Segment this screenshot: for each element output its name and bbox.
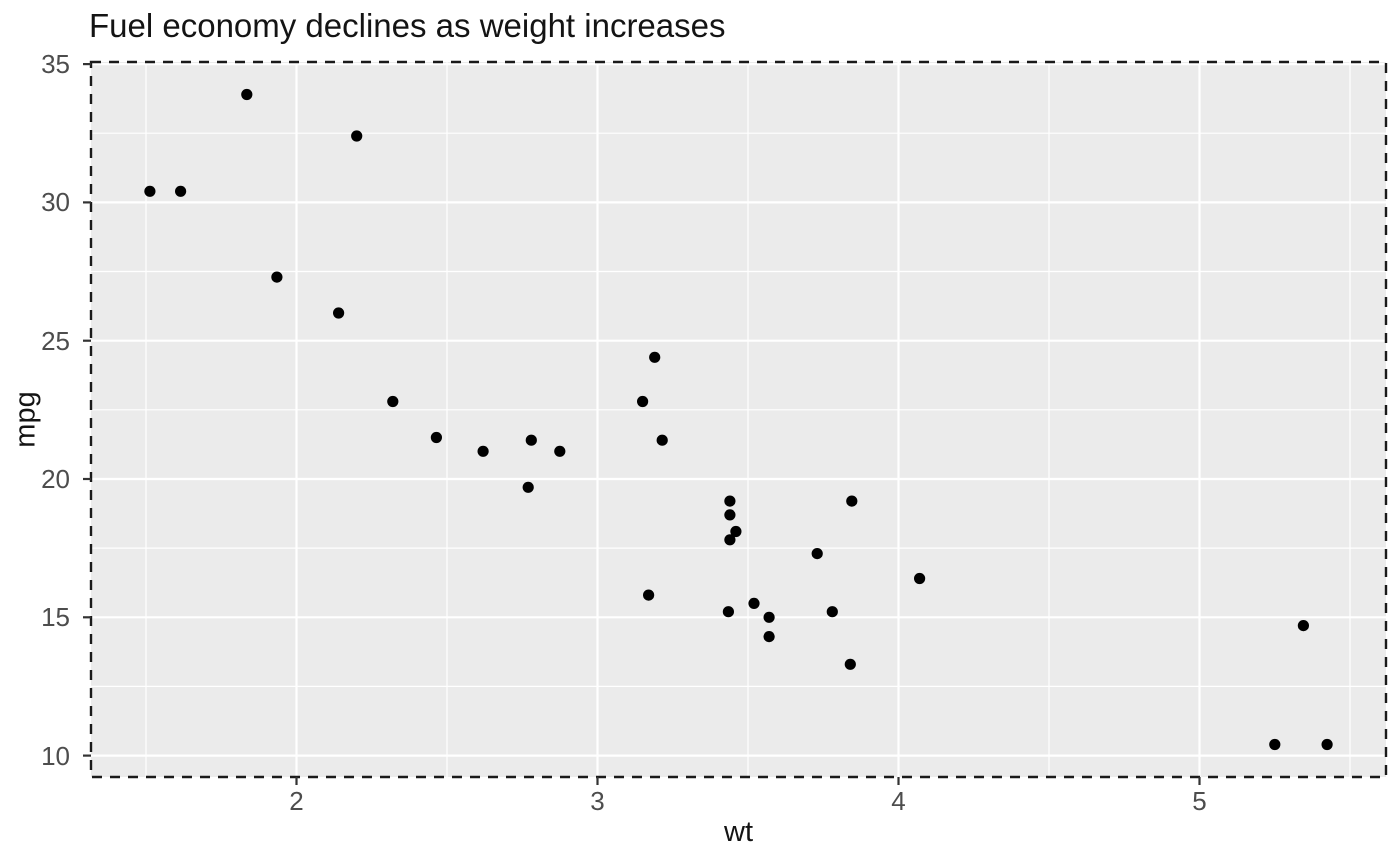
axis-tick-marks (83, 62, 1201, 785)
panel-border (89, 60, 1388, 779)
x-tick-label: 4 (891, 786, 906, 816)
data-point (656, 434, 668, 446)
x-tick-label: 3 (590, 786, 605, 816)
data-point (826, 606, 838, 618)
data-point (724, 534, 736, 546)
data-point (271, 271, 283, 283)
y-tick-label: 10 (41, 740, 70, 771)
data-point (724, 509, 736, 521)
grid-major (91, 62, 1386, 777)
data-point (351, 130, 363, 142)
data-point (637, 395, 649, 408)
data-point (811, 548, 823, 560)
y-tick-label: 35 (41, 49, 70, 80)
y-tick-label: 25 (41, 325, 70, 356)
data-point (763, 631, 775, 643)
data-point (554, 445, 566, 457)
data-point (844, 658, 856, 670)
plot-title: Fuel economy declines as weight increase… (89, 7, 726, 44)
data-point (763, 611, 775, 623)
data-point (333, 307, 345, 319)
data-point (477, 445, 489, 457)
data-point (730, 525, 742, 538)
data-point (649, 351, 661, 363)
data-point (175, 185, 187, 197)
data-point (522, 481, 534, 493)
x-tick-label: 5 (1192, 786, 1207, 816)
data-point (525, 434, 537, 446)
data-point (748, 597, 760, 610)
data-point (1269, 738, 1281, 751)
data-point (241, 88, 253, 101)
grid-minor (91, 62, 1386, 777)
y-tick-label: 15 (41, 602, 70, 633)
data-point (914, 572, 926, 585)
y-tick-label: 30 (41, 187, 70, 218)
x-axis-title: wt (724, 816, 753, 848)
data-points (144, 88, 1333, 751)
data-point (1321, 738, 1333, 751)
data-point (1297, 620, 1309, 632)
data-point (846, 495, 858, 507)
data-point (722, 606, 735, 618)
data-point (643, 589, 655, 601)
data-point (724, 495, 736, 507)
x-tick-label: 2 (289, 786, 304, 816)
panel-background (91, 62, 1386, 777)
data-point (387, 395, 399, 408)
data-point (430, 431, 442, 444)
y-tick-label: 20 (41, 464, 70, 494)
data-point (144, 185, 156, 197)
